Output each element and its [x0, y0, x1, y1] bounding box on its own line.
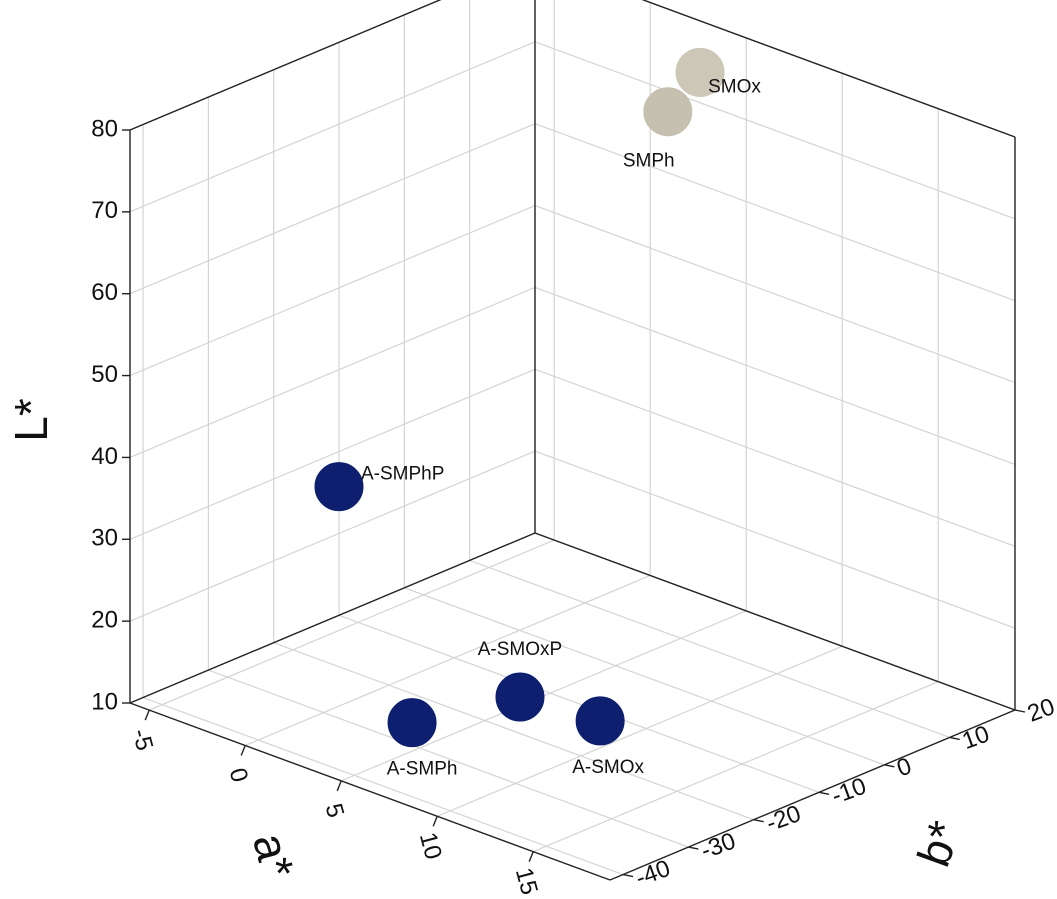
point: [388, 699, 436, 747]
y-tick-label: -20: [763, 800, 805, 837]
tick-mark: [688, 847, 698, 849]
y-axis-title: b*: [907, 814, 971, 873]
chart: 10 20 30 40 50 60 70 80 -5 0 5 10 15 20 10 0 -10 -20 -30 -4…: [0, 0, 1057, 899]
point-label: A-SMOx: [572, 757, 644, 778]
z-tick-label: 40: [91, 443, 118, 470]
grid-line: [535, 451, 1015, 628]
z-tick-label: 60: [91, 279, 118, 306]
point: [576, 697, 624, 745]
grid-line: [437, 646, 842, 816]
grid-line: [274, 643, 754, 820]
point: [644, 88, 692, 136]
point-label: A-SMPhP: [361, 464, 444, 485]
tick-mark: [241, 745, 245, 755]
z-tick-label: 50: [91, 361, 118, 388]
grid-line: [535, 124, 1015, 301]
tick-mark: [623, 875, 633, 877]
grid-line: [535, 369, 1015, 546]
frame: 10 20 30 40 50 60 70 80 -5 0 5 10 15 20 10 0 -10 -20 -30 -4…: [5, 0, 1057, 898]
point: [315, 463, 363, 511]
tick-mark: [337, 781, 341, 791]
grid-line: [535, 287, 1015, 464]
y-tick-label: 0: [893, 752, 915, 782]
z-tick-label: 30: [91, 525, 118, 552]
grid-line: [404, 588, 884, 765]
grid-line: [130, 369, 535, 539]
marks: SMOx SMPh A-SMPhP A-SMOxP A-SMPh A-SMOx: [315, 48, 761, 779]
grid-line: [143, 698, 623, 875]
x-tick-label: -5: [127, 726, 159, 754]
x-axis-title: a*: [243, 828, 305, 884]
grid-line: [130, 206, 535, 376]
frame-edge: [535, 533, 1015, 710]
point-label: A-SMPh: [387, 759, 458, 780]
frame-edge: [130, 0, 535, 130]
tick-mark: [529, 852, 533, 862]
point: [496, 673, 544, 721]
tick-mark: [884, 765, 894, 767]
tick-mark: [433, 816, 437, 826]
z-axis-title: L*: [5, 398, 57, 442]
grid: [130, 0, 1015, 875]
x-tick-label: 15: [510, 865, 543, 898]
z-tick-label: 10: [91, 688, 118, 715]
x-tick-label: 0: [224, 765, 254, 785]
x-tick-label: 5: [320, 801, 350, 821]
y-tick-label: -10: [828, 773, 870, 810]
y-tick-label: -40: [632, 855, 674, 892]
point-label: SMPh: [623, 151, 675, 172]
z-tick-label: 80: [91, 115, 118, 142]
point-label: SMOx: [708, 76, 761, 97]
y-tick-label: -30: [697, 827, 739, 864]
y-tick-label: 10: [959, 721, 993, 756]
grid-line: [535, 42, 1015, 219]
point-label: A-SMOxP: [478, 639, 562, 660]
z-tick-label: 70: [91, 197, 118, 224]
grid-line: [130, 42, 535, 212]
tick-mark: [950, 737, 960, 739]
tick-mark: [145, 710, 149, 720]
tick-mark: [819, 792, 829, 794]
frame-edge: [130, 533, 535, 703]
grid-line: [130, 0, 535, 130]
grid-line: [130, 287, 535, 457]
y-tick-label: 20: [1024, 693, 1057, 728]
grid-line: [535, 206, 1015, 383]
z-tick-label: 20: [91, 606, 118, 633]
grid-line: [130, 124, 535, 294]
tick-mark: [1015, 710, 1025, 712]
grid-line: [149, 540, 554, 710]
tick-mark: [754, 820, 764, 822]
x-tick-label: 10: [414, 830, 447, 863]
